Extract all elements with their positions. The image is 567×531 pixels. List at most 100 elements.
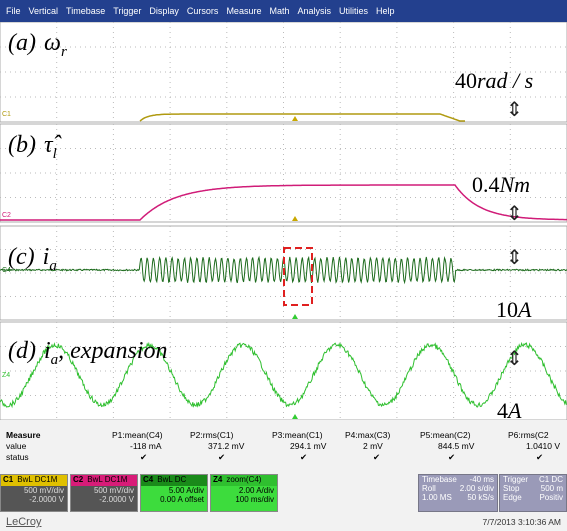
measure-status: ✔ bbox=[218, 452, 225, 463]
menu-item[interactable]: Help bbox=[376, 6, 395, 16]
measure-status: ✔ bbox=[300, 452, 307, 463]
menu-item[interactable]: Utilities bbox=[339, 6, 368, 16]
measure-status: ✔ bbox=[373, 452, 380, 463]
channel-header: C4 BwL DC bbox=[141, 475, 207, 486]
channel-header: C1 BwL DC1M bbox=[1, 475, 67, 486]
panel-tag: (b) bbox=[8, 132, 36, 158]
panel-subscript: r bbox=[61, 44, 67, 60]
panel-subscript: l bbox=[53, 146, 57, 162]
channel-setting: 2.00 A/div bbox=[211, 486, 277, 495]
measure-param: P6:rms(C2 bbox=[508, 430, 549, 440]
channel-setting: 500 mV/div bbox=[71, 486, 137, 495]
scale-label: 10A bbox=[496, 297, 532, 322]
menu-item[interactable]: Trigger bbox=[113, 6, 141, 16]
menu-item[interactable]: File bbox=[6, 6, 21, 16]
channel-name: Z4 bbox=[213, 475, 222, 484]
scale-label: 40rad / s bbox=[455, 68, 533, 93]
measure-param: P3:mean(C1) bbox=[272, 430, 323, 440]
channel-flags: BwL DC1M bbox=[17, 475, 57, 484]
scale-label: 0.4Nm bbox=[472, 172, 530, 197]
measure-value: 844.5 mV bbox=[438, 441, 474, 451]
measure-param: P2:rms(C1) bbox=[190, 430, 233, 440]
scale-unit: Nm bbox=[499, 172, 531, 197]
measure-label: value bbox=[6, 441, 26, 451]
scale-unit: rad / s bbox=[477, 68, 533, 93]
channel-header: C2 BwL DC1M bbox=[71, 475, 137, 486]
measure-param: P1:mean(C4) bbox=[112, 430, 163, 440]
measure-value: 1.0410 V bbox=[526, 441, 560, 451]
brand: LeCroy bbox=[6, 516, 41, 528]
panel-suffix: , expansion bbox=[58, 338, 167, 364]
channel-name: C2 bbox=[73, 475, 83, 484]
channel-flags: BwL DC1M bbox=[87, 475, 127, 484]
scale-arrow: ⇕ bbox=[506, 247, 523, 269]
channel-setting: 500 mV/div bbox=[1, 486, 67, 495]
scale-value: 4 bbox=[497, 398, 508, 420]
panel-subscript: a bbox=[49, 258, 57, 274]
menu-item[interactable]: Analysis bbox=[297, 6, 331, 16]
timestamp: 7/7/2013 3:10:36 AM bbox=[483, 517, 561, 527]
channel-setting: 5.00 A/div bbox=[141, 486, 207, 495]
measure-status: ✔ bbox=[536, 452, 543, 463]
panel-label: (d)ia, expansion bbox=[8, 338, 167, 368]
measure-value: 2 mV bbox=[363, 441, 383, 451]
scale-label: 4A bbox=[497, 398, 522, 420]
measure-value: -118 mA bbox=[130, 441, 162, 451]
scale-value: 10 bbox=[496, 297, 518, 322]
trigger-cell: Positiv bbox=[539, 493, 563, 502]
measure-param: P5:mean(C2) bbox=[420, 430, 471, 440]
panel-symbol: i bbox=[44, 338, 51, 364]
trigger-row: Edge Positiv bbox=[500, 493, 566, 502]
scale-arrow: ⇕ bbox=[506, 348, 523, 370]
timebase-row: 1.00 MS 50 kS/s bbox=[419, 493, 497, 502]
measure-status: ✔ bbox=[448, 452, 455, 463]
menu-item[interactable]: Math bbox=[269, 6, 289, 16]
channel-flags: BwL DC bbox=[157, 475, 186, 484]
menu-item[interactable]: Timebase bbox=[66, 6, 105, 16]
panel-tag: (c) bbox=[8, 244, 35, 270]
menu-item[interactable]: Vertical bbox=[29, 6, 59, 16]
scale-arrow: ⇕ bbox=[506, 99, 523, 121]
channel-box: C1BwL DC1M500 mV/div-2.0000 V bbox=[0, 474, 68, 512]
trigger-title: Trigger bbox=[503, 475, 528, 484]
timebase-info: -40 ms bbox=[470, 475, 494, 484]
channel-name: C4 bbox=[143, 475, 153, 484]
menu-item[interactable]: Display bbox=[149, 6, 179, 16]
channel-flags: zoom(C4) bbox=[226, 475, 261, 484]
channel-tag: C1 bbox=[2, 111, 11, 118]
menu-bar: File Vertical Timebase Trigger Display Cursor… bbox=[0, 0, 567, 22]
channel-tag: C2 bbox=[2, 212, 11, 219]
trigger-cell: 500 m bbox=[541, 484, 563, 493]
timebase-cell: 1.00 MS bbox=[422, 493, 452, 502]
scale-value: 40 bbox=[455, 68, 477, 93]
channel-header: Z4 zoom(C4) bbox=[211, 475, 277, 486]
trigger-header: Trigger C1 DC bbox=[500, 475, 566, 484]
trigger-info: C1 DC bbox=[539, 475, 563, 484]
timebase-row: Roll 2.00 s/div bbox=[419, 484, 497, 493]
scale-value: 0.4 bbox=[472, 172, 500, 197]
channel-setting: 100 ms/div bbox=[211, 495, 277, 504]
timebase-cell: 50 kS/s bbox=[467, 493, 494, 502]
trigger-cell: Stop bbox=[503, 484, 519, 493]
menu-item[interactable]: Cursors bbox=[187, 6, 219, 16]
timebase-cell: Roll bbox=[422, 484, 436, 493]
measure-row: MeasureP1:mean(C4)P2:rms(C1)P3:mean(C1)P… bbox=[0, 430, 567, 441]
scale-arrow: ⇕ bbox=[506, 203, 523, 225]
channel-name: C1 bbox=[3, 475, 13, 484]
channel-tag: Z4 bbox=[2, 372, 10, 379]
menu-item[interactable]: Measure bbox=[226, 6, 261, 16]
trigger-cell: Edge bbox=[503, 493, 522, 502]
panel-tag: (a) bbox=[8, 30, 36, 56]
channel-setting: 0.00 A offset bbox=[141, 495, 207, 504]
timebase-cell: 2.00 s/div bbox=[460, 484, 494, 493]
scale-unit: A bbox=[516, 297, 532, 322]
scope-screen: File Vertical Timebase Trigger Display Cursor… bbox=[0, 0, 567, 531]
measure-row: status✔✔✔✔✔✔ bbox=[0, 452, 567, 463]
measure-label: status bbox=[6, 452, 29, 462]
measure-value: 294.1 mV bbox=[290, 441, 326, 451]
trigger-row: Stop 500 m bbox=[500, 484, 566, 493]
